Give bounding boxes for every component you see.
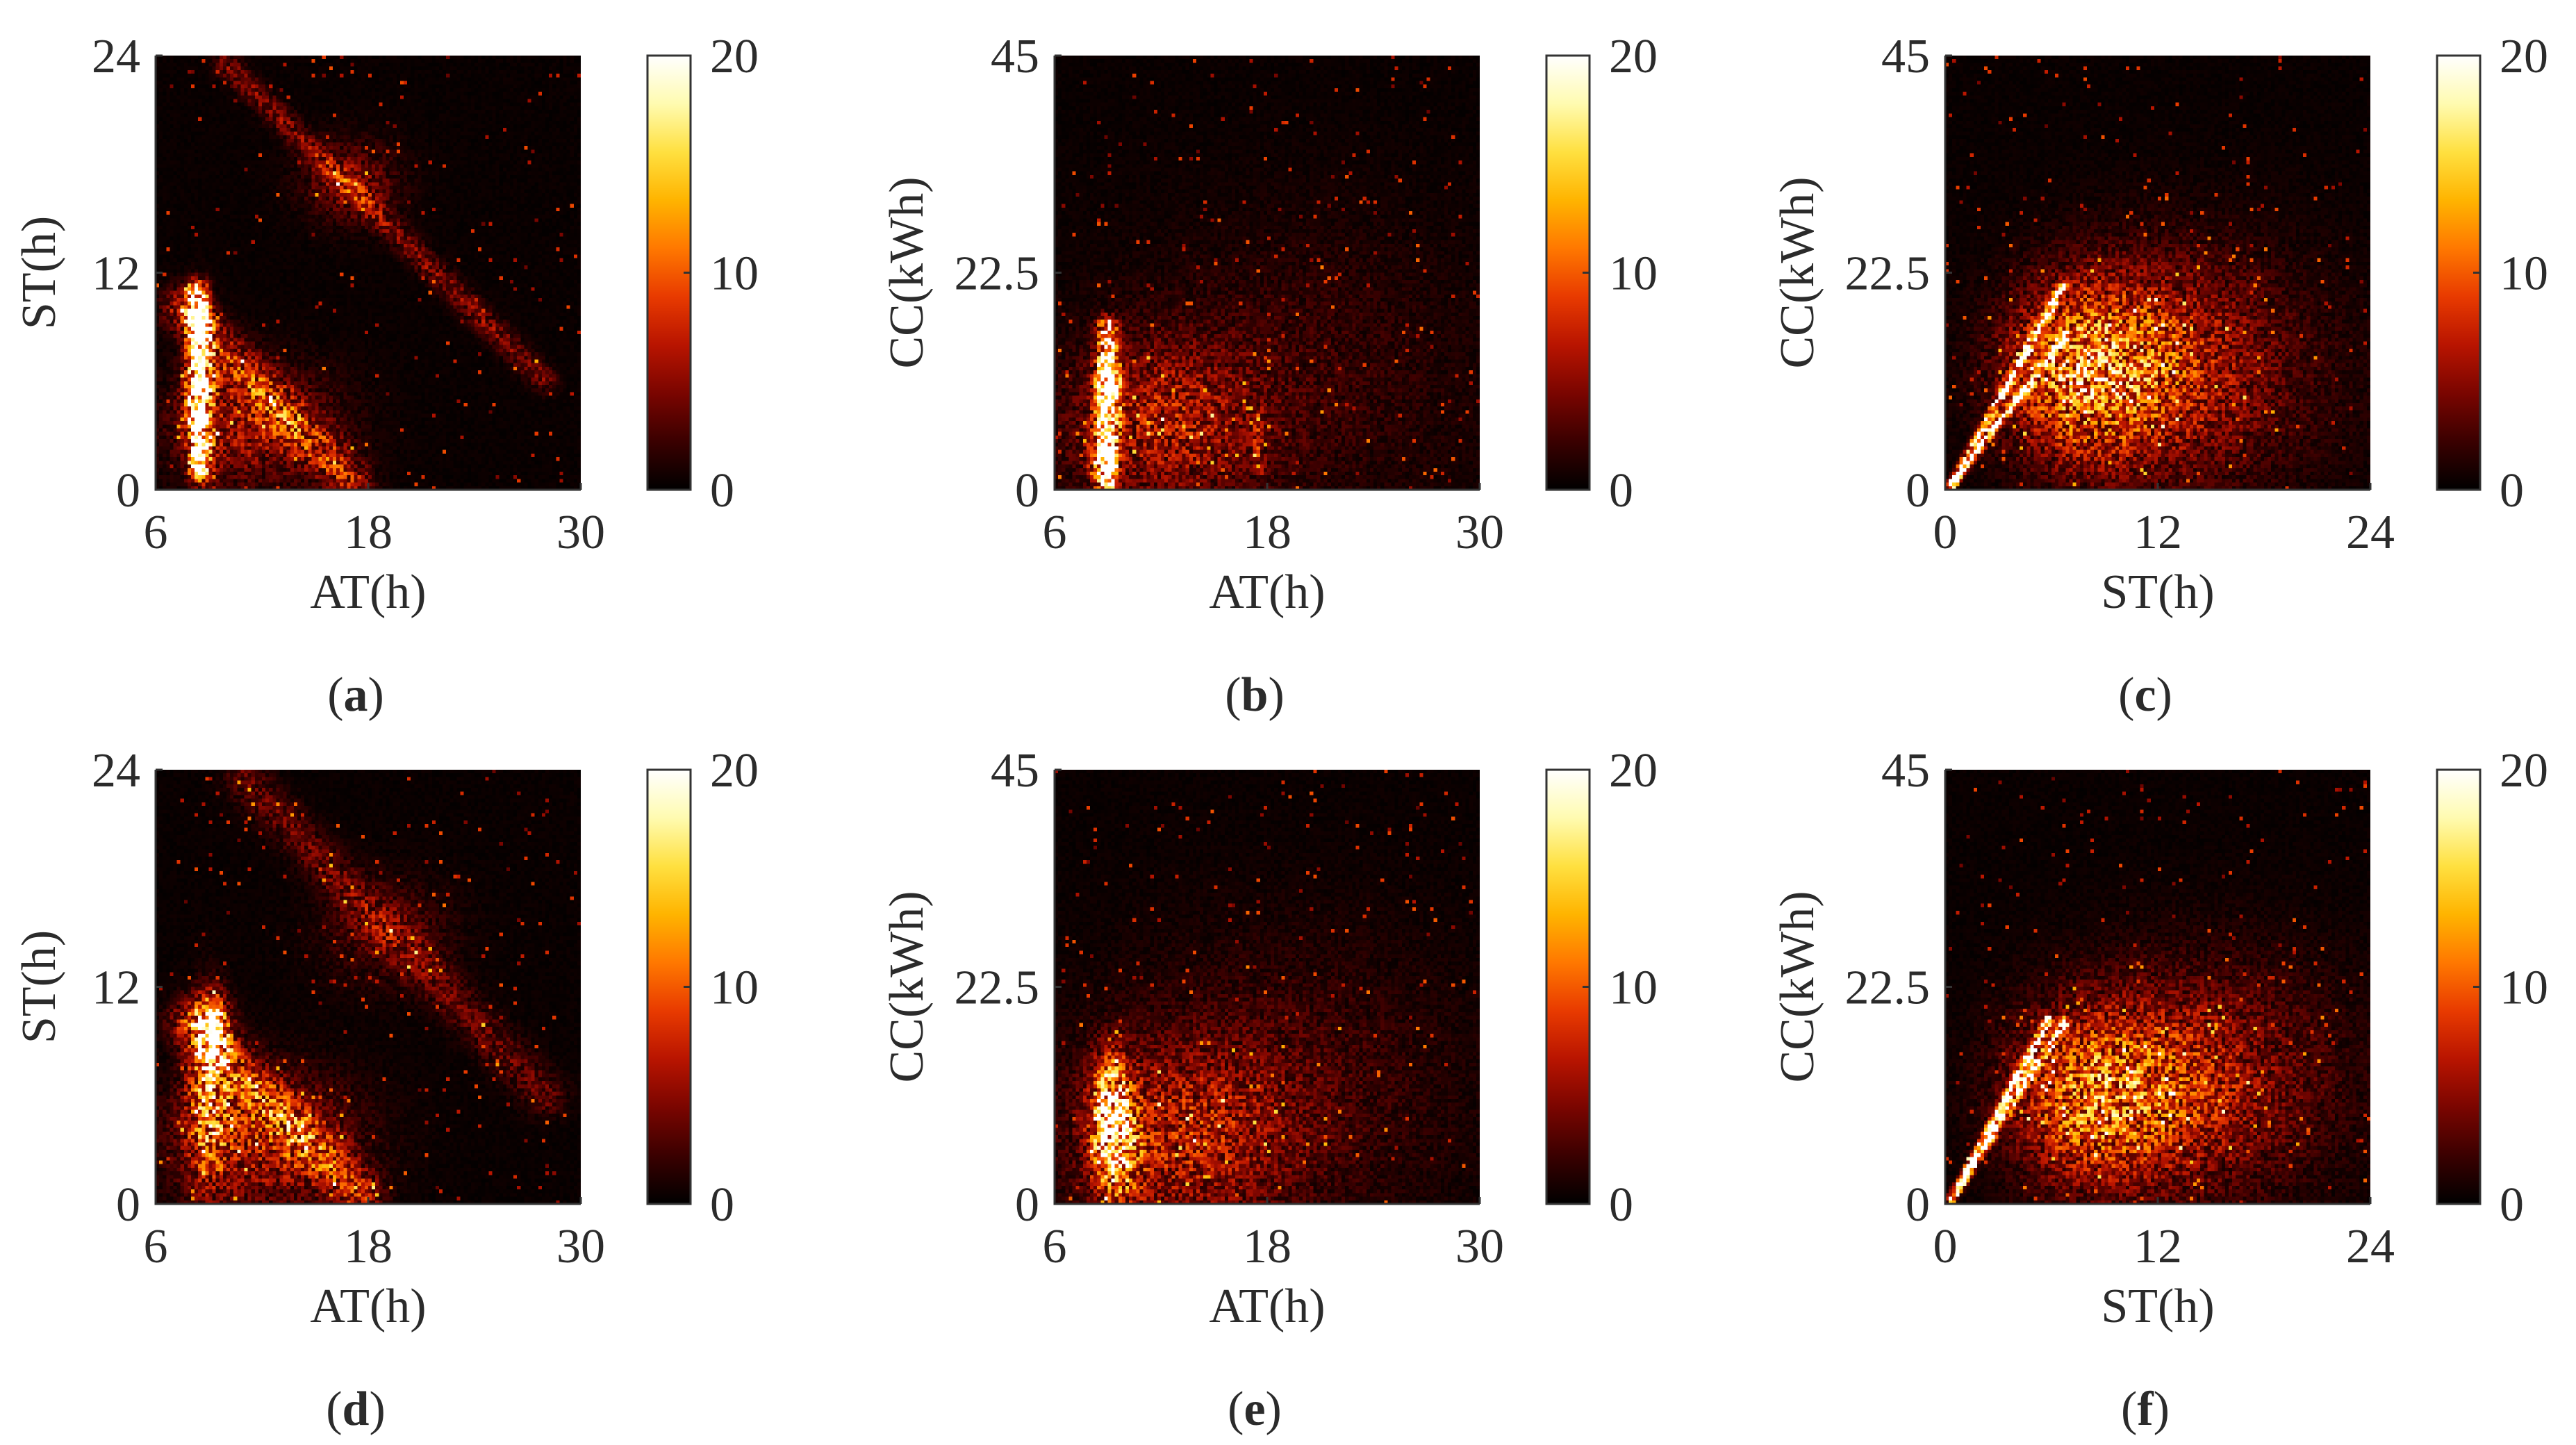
- colorbar-tick-label: 0: [1609, 1178, 1633, 1232]
- y-tick-label: 0: [1906, 1178, 1930, 1232]
- y-tick-label: 0: [116, 464, 140, 518]
- x-tick-label: 6: [1043, 1220, 1067, 1273]
- heatmap-image: [1055, 56, 1480, 490]
- colorbar-tick-label: 0: [1609, 464, 1633, 518]
- y-tick-label: 22.5: [955, 247, 1040, 301]
- panel-label: (b): [1225, 668, 1285, 722]
- x-axis-label: AT(h): [1209, 565, 1325, 619]
- x-tick-label: 30: [1455, 1220, 1504, 1273]
- panel-letter: c: [2134, 668, 2156, 722]
- y-tick-label: 0: [1015, 1178, 1039, 1232]
- x-axis-label: ST(h): [2101, 1280, 2214, 1333]
- y-axis-label: CC(kWh): [880, 176, 934, 368]
- colorbar-tick-label: 20: [710, 744, 759, 798]
- y-tick-label: 24: [92, 744, 140, 798]
- heatmap-image: [156, 56, 581, 490]
- y-axis-label: ST(h): [13, 930, 66, 1043]
- heatmap-image: [1945, 56, 2370, 490]
- x-tick-label: 18: [1243, 506, 1291, 559]
- x-tick-label: 6: [1043, 506, 1067, 559]
- panel-letter: a: [344, 668, 368, 722]
- heatmap-panel-d: 6 18 30 0 12 24 AT(h) ST(h) (d) 0 10 20: [13, 744, 759, 1436]
- colorbar-tick-label: 10: [2500, 961, 2548, 1015]
- y-tick-label: 22.5: [1845, 247, 1931, 301]
- x-tick-label: 24: [2346, 506, 2395, 559]
- heatmap-panel-c: 0 12 24 0 22.5 45 ST(h) CC(kWh) (c) 0 10 20: [1771, 30, 2548, 722]
- y-tick-label: 45: [1881, 744, 1930, 798]
- heatmap-image: [1945, 770, 2370, 1204]
- y-tick-label: 12: [92, 247, 140, 301]
- colorbar-tick-label: 10: [2500, 247, 2548, 301]
- panel-letter: b: [1241, 668, 1269, 722]
- panel-label: (f): [2121, 1382, 2170, 1436]
- x-tick-label: 30: [556, 1220, 605, 1273]
- heatmap-image: [1055, 770, 1480, 1204]
- colorbar-tick-label: 20: [1609, 744, 1658, 798]
- panel-letter: f: [2137, 1382, 2154, 1436]
- y-tick-label: 0: [1906, 464, 1930, 518]
- colorbar-tick-label: 0: [2500, 1178, 2524, 1232]
- x-tick-label: 6: [144, 1220, 168, 1273]
- x-tick-label: 0: [1933, 506, 1958, 559]
- x-tick-label: 18: [344, 506, 393, 559]
- y-axis-label: ST(h): [13, 216, 66, 329]
- colorbar-tick-label: 10: [710, 961, 759, 1015]
- y-tick-label: 0: [116, 1178, 140, 1232]
- y-tick-label: 0: [1015, 464, 1039, 518]
- colorbar-tick-label: 0: [2500, 464, 2524, 518]
- x-tick-label: 30: [1455, 506, 1504, 559]
- panel-letter: e: [1244, 1382, 1265, 1436]
- panel-label: (e): [1228, 1382, 1282, 1436]
- colorbar: [646, 54, 692, 491]
- panel-label: (d): [326, 1382, 386, 1436]
- x-tick-label: 12: [2133, 1220, 2182, 1273]
- y-tick-label: 45: [991, 30, 1039, 83]
- colorbar: [1545, 768, 1591, 1205]
- x-tick-label: 24: [2346, 1220, 2395, 1273]
- x-axis-label: AT(h): [1209, 1280, 1325, 1333]
- y-tick-label: 22.5: [955, 961, 1040, 1015]
- x-tick-label: 30: [556, 506, 605, 559]
- x-tick-label: 6: [144, 506, 168, 559]
- y-axis-label: CC(kWh): [1771, 891, 1824, 1082]
- y-tick-label: 45: [991, 744, 1039, 798]
- colorbar-tick-label: 20: [1609, 30, 1658, 83]
- colorbar-tick-label: 10: [710, 247, 759, 301]
- panel-label: (a): [327, 668, 384, 722]
- heatmap-panel-b: 6 18 30 0 22.5 45 AT(h) CC(kWh) (b) 0 10 20: [880, 30, 1658, 722]
- x-axis-label: ST(h): [2101, 565, 2214, 619]
- x-tick-label: 12: [2133, 506, 2182, 559]
- colorbar-tick-label: 10: [1609, 961, 1658, 1015]
- y-axis-label: CC(kWh): [1771, 176, 1824, 368]
- panel-letter: d: [342, 1382, 370, 1436]
- heatmap-image: [156, 770, 581, 1204]
- y-axis-label: CC(kWh): [880, 891, 934, 1082]
- colorbar: [2436, 768, 2482, 1205]
- colorbar: [2436, 54, 2482, 491]
- y-tick-label: 45: [1881, 30, 1930, 83]
- colorbar-tick-label: 20: [2500, 30, 2548, 83]
- heatmap-panel-f: 0 12 24 0 22.5 45 ST(h) CC(kWh) (f) 0 10 20: [1771, 744, 2548, 1436]
- panel-label: (c): [2118, 668, 2172, 722]
- y-tick-label: 12: [92, 961, 140, 1015]
- colorbar-tick-label: 0: [710, 1178, 734, 1232]
- x-tick-label: 0: [1933, 1220, 1958, 1273]
- x-axis-label: AT(h): [310, 1280, 426, 1333]
- x-tick-label: 18: [1243, 1220, 1291, 1273]
- x-axis-label: AT(h): [310, 565, 426, 619]
- y-tick-label: 22.5: [1845, 961, 1931, 1015]
- colorbar-tick-label: 20: [710, 30, 759, 83]
- y-tick-label: 24: [92, 30, 140, 83]
- colorbar-tick-label: 0: [710, 464, 734, 518]
- heatmap-panel-a: 6 18 30 0 12 24 AT(h) ST(h) (a) 0 10 20: [13, 30, 759, 722]
- colorbar-tick-label: 20: [2500, 744, 2548, 798]
- colorbar-tick-label: 10: [1609, 247, 1658, 301]
- x-tick-label: 18: [344, 1220, 393, 1273]
- heatmap-panel-e: 6 18 30 0 22.5 45 AT(h) CC(kWh) (e) 0 10 20: [880, 744, 1658, 1436]
